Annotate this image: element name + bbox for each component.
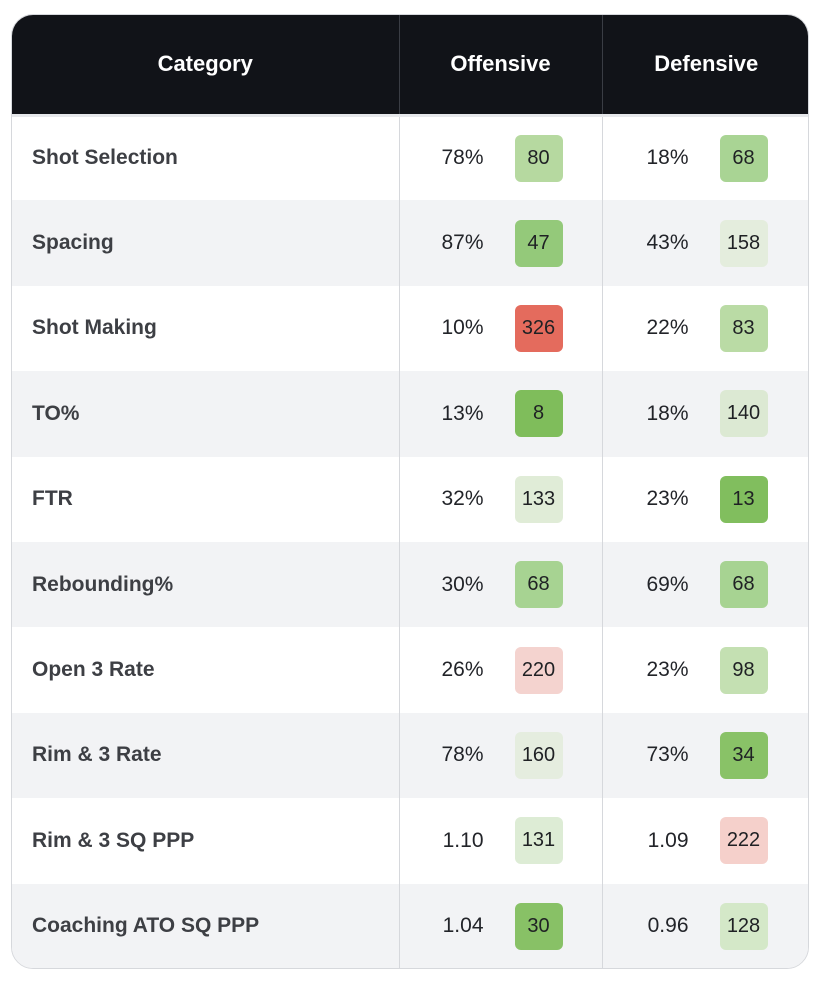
defensive-value: 73% bbox=[646, 743, 689, 767]
table-row: Rim & 3 SQ PPP 1.10 131 1.09 222 bbox=[12, 798, 808, 884]
header-defensive[interactable]: Defensive bbox=[601, 15, 808, 115]
category-label: Rim & 3 SQ PPP bbox=[32, 828, 195, 852]
table-row: Shot Making 10% 326 22% 83 bbox=[12, 285, 808, 372]
category-label: Rim & 3 Rate bbox=[32, 743, 162, 767]
defensive-value: 23% bbox=[646, 487, 689, 511]
category-cell: Shot Making bbox=[12, 286, 399, 371]
defensive-value: 43% bbox=[646, 231, 689, 255]
offensive-value: 26% bbox=[441, 658, 484, 682]
offensive-cell: 1.10 131 bbox=[398, 798, 602, 884]
defensive-cell: 23% 13 bbox=[601, 456, 808, 542]
offensive-rank-badge: 133 bbox=[514, 475, 563, 523]
offensive-rank-badge: 68 bbox=[514, 561, 563, 609]
offensive-rank-badge: 160 bbox=[514, 731, 563, 779]
defensive-value: 1.09 bbox=[647, 828, 689, 852]
offensive-rank-badge: 220 bbox=[514, 646, 563, 694]
rankings-table-card: Category Offensive Defensive Shot Select… bbox=[11, 14, 809, 969]
table-row: Spacing 87% 47 43% 158 bbox=[12, 200, 808, 286]
category-cell: Shot Selection bbox=[12, 113, 399, 201]
category-cell: TO% bbox=[12, 371, 399, 456]
defensive-cell: 23% 98 bbox=[601, 627, 808, 713]
defensive-rank-badge: 140 bbox=[719, 390, 768, 438]
offensive-cell: 87% 47 bbox=[398, 200, 602, 286]
defensive-rank-badge: 128 bbox=[719, 902, 768, 950]
category-cell: Open 3 Rate bbox=[12, 627, 399, 712]
offensive-value: 13% bbox=[441, 401, 484, 425]
defensive-value: 18% bbox=[646, 146, 689, 170]
category-label: Shot Selection bbox=[32, 146, 178, 170]
defensive-cell: 73% 34 bbox=[601, 712, 808, 799]
category-label: Shot Making bbox=[32, 316, 157, 340]
defensive-rank-badge: 68 bbox=[719, 561, 768, 609]
offensive-rank-badge: 8 bbox=[514, 390, 563, 438]
offensive-cell: 13% 8 bbox=[398, 371, 602, 457]
defensive-rank-badge: 98 bbox=[719, 646, 768, 694]
defensive-cell: 69% 68 bbox=[601, 541, 808, 628]
offensive-value: 1.04 bbox=[442, 914, 484, 938]
defensive-cell: 43% 158 bbox=[601, 200, 808, 286]
table-row: TO% 13% 8 18% 140 bbox=[12, 371, 808, 457]
offensive-cell: 30% 68 bbox=[398, 541, 602, 628]
category-cell: Rim & 3 Rate bbox=[12, 713, 399, 798]
table-body: Shot Selection 78% 80 18% 68 Spacing 87% 47 43% 1… bbox=[12, 113, 808, 968]
defensive-value: 0.96 bbox=[647, 914, 689, 938]
defensive-value: 18% bbox=[646, 401, 689, 425]
offensive-value: 10% bbox=[441, 316, 484, 340]
offensive-rank-badge: 80 bbox=[514, 134, 563, 182]
offensive-value: 78% bbox=[441, 743, 484, 767]
offensive-value: 30% bbox=[441, 572, 484, 596]
offensive-cell: 1.04 30 bbox=[398, 883, 602, 968]
defensive-cell: 18% 68 bbox=[601, 113, 808, 201]
category-label: Coaching ATO SQ PPP bbox=[32, 914, 260, 938]
defensive-rank-badge: 222 bbox=[719, 817, 768, 865]
category-label: Rebounding% bbox=[32, 572, 174, 596]
table-header-row: Category Offensive Defensive bbox=[12, 15, 808, 115]
table-row: Shot Selection 78% 80 18% 68 bbox=[12, 113, 808, 201]
defensive-cell: 1.09 222 bbox=[601, 798, 808, 884]
defensive-cell: 0.96 128 bbox=[601, 883, 808, 968]
table-row: Rebounding% 30% 68 69% 68 bbox=[12, 541, 808, 628]
category-label: FTR bbox=[32, 487, 73, 511]
table-row: Coaching ATO SQ PPP 1.04 30 0.96 128 bbox=[12, 883, 808, 968]
defensive-cell: 18% 140 bbox=[601, 371, 808, 457]
defensive-rank-badge: 13 bbox=[719, 475, 768, 523]
defensive-cell: 22% 83 bbox=[601, 285, 808, 372]
table-row: Open 3 Rate 26% 220 23% 98 bbox=[12, 627, 808, 713]
offensive-cell: 26% 220 bbox=[398, 627, 602, 713]
offensive-value: 1.10 bbox=[442, 828, 484, 852]
category-cell: Spacing bbox=[12, 200, 399, 285]
table-row: Rim & 3 Rate 78% 160 73% 34 bbox=[12, 712, 808, 799]
defensive-value: 22% bbox=[646, 316, 689, 340]
header-category[interactable]: Category bbox=[157, 51, 253, 77]
category-cell: Coaching ATO SQ PPP bbox=[12, 884, 399, 968]
offensive-value: 32% bbox=[441, 487, 484, 511]
category-cell: Rim & 3 SQ PPP bbox=[12, 798, 399, 883]
defensive-rank-badge: 68 bbox=[719, 134, 768, 182]
defensive-rank-badge: 158 bbox=[719, 219, 768, 267]
rankings-table: Category Offensive Defensive Shot Select… bbox=[12, 15, 808, 968]
defensive-rank-badge: 34 bbox=[719, 731, 768, 779]
offensive-rank-badge: 47 bbox=[514, 219, 563, 267]
category-label: TO% bbox=[32, 401, 80, 425]
offensive-cell: 32% 133 bbox=[398, 456, 602, 542]
defensive-value: 23% bbox=[646, 658, 689, 682]
defensive-rank-badge: 83 bbox=[719, 304, 768, 352]
offensive-cell: 78% 80 bbox=[398, 113, 602, 201]
category-label: Open 3 Rate bbox=[32, 658, 155, 682]
defensive-value: 69% bbox=[646, 572, 689, 596]
category-cell: FTR bbox=[12, 457, 399, 542]
offensive-cell: 10% 326 bbox=[398, 285, 602, 372]
offensive-cell: 78% 160 bbox=[398, 712, 602, 799]
category-label: Spacing bbox=[32, 231, 114, 255]
header-offensive[interactable]: Offensive bbox=[398, 15, 602, 115]
table-row: FTR 32% 133 23% 13 bbox=[12, 456, 808, 542]
offensive-rank-badge: 326 bbox=[514, 304, 563, 352]
category-cell: Rebounding% bbox=[12, 542, 399, 627]
offensive-value: 78% bbox=[441, 146, 484, 170]
offensive-rank-badge: 131 bbox=[514, 817, 563, 865]
offensive-rank-badge: 30 bbox=[514, 902, 563, 950]
offensive-value: 87% bbox=[441, 231, 484, 255]
